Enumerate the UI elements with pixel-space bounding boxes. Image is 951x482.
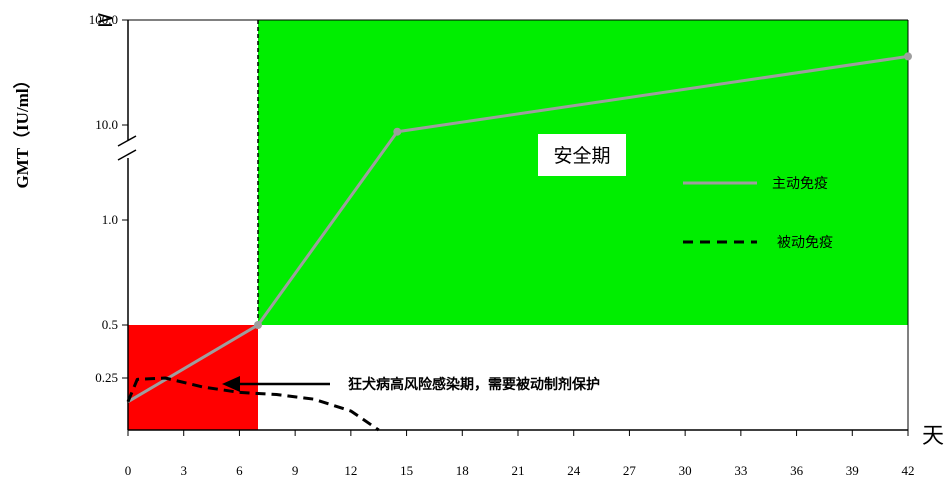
- axis-break-mark: [117, 149, 137, 161]
- safe-period-label: 安全期: [553, 145, 610, 167]
- legend-label-passive: 被动免疫: [777, 235, 833, 251]
- y-axis-break: [117, 135, 137, 161]
- x-tick-label: 0: [125, 463, 132, 478]
- annotation-text: 狂犬病高风险感染期，需要被动制剂保护: [348, 376, 600, 393]
- x-tick-label: 6: [236, 463, 243, 478]
- y-axis-label: GMT（IU/ml）: [12, 71, 32, 188]
- x-tick-label: 3: [180, 463, 187, 478]
- x-tick-label: 18: [456, 463, 469, 478]
- x-tick-label: 39: [846, 463, 859, 478]
- y-tick-label: 100.0: [89, 12, 118, 27]
- y-tick-label: 10.0: [95, 117, 118, 132]
- y-tick-label: 0.5: [102, 317, 118, 332]
- y-tick-label: 0.25: [95, 370, 118, 385]
- series-active-point: [254, 321, 262, 329]
- x-tick-label: 21: [512, 463, 525, 478]
- axis-break-mark: [117, 135, 137, 147]
- series-active-point: [393, 127, 402, 136]
- x-tick-label: 15: [400, 463, 413, 478]
- x-tick-labels: 0 3 6 9 12 15 18 21 24 27 30 33 36 39 42: [125, 463, 915, 478]
- risk-annotation: 狂犬病高风险感染期，需要被动制剂保护: [222, 376, 600, 393]
- series-passive-immunity-line: [126, 376, 380, 432]
- series-active-point: [904, 52, 912, 61]
- y-tick-labels: 0.25 0.5 1.0 10.0 100.0: [89, 12, 118, 385]
- x-tick-label: 12: [344, 463, 357, 478]
- axes: [122, 19, 909, 436]
- x-tick-label: 9: [292, 463, 299, 478]
- legend-label-active: 主动免疫: [772, 176, 828, 192]
- series-layer: [126, 52, 912, 432]
- legend: 主动免疫 被动免疫: [683, 176, 833, 251]
- x-tick-label: 36: [790, 463, 804, 478]
- x-tick-label: 27: [623, 463, 637, 478]
- x-axis-label: 天: [922, 424, 944, 449]
- series-active-immunity-line: [127, 54, 909, 404]
- safe-period-label-box: [538, 134, 626, 176]
- x-tick-label: 33: [734, 463, 747, 478]
- y-axis-top-marker: ≥: [96, 7, 114, 32]
- annotation-arrow-head: [222, 376, 240, 392]
- x-tick-label: 30: [679, 463, 692, 478]
- x-tick-label: 24: [567, 463, 581, 478]
- y-tick-label: 1.0: [102, 212, 118, 227]
- x-tick-label: 42: [902, 463, 915, 478]
